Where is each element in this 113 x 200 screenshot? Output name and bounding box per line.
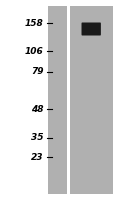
FancyBboxPatch shape <box>81 22 100 36</box>
Text: 23: 23 <box>31 152 43 162</box>
Text: 35: 35 <box>31 134 43 142</box>
Text: 158: 158 <box>24 19 43 27</box>
Text: 106: 106 <box>24 46 43 55</box>
Text: 48: 48 <box>31 104 43 114</box>
Bar <box>47 6 113 194</box>
Text: 79: 79 <box>31 68 43 76</box>
Bar <box>67 6 69 194</box>
